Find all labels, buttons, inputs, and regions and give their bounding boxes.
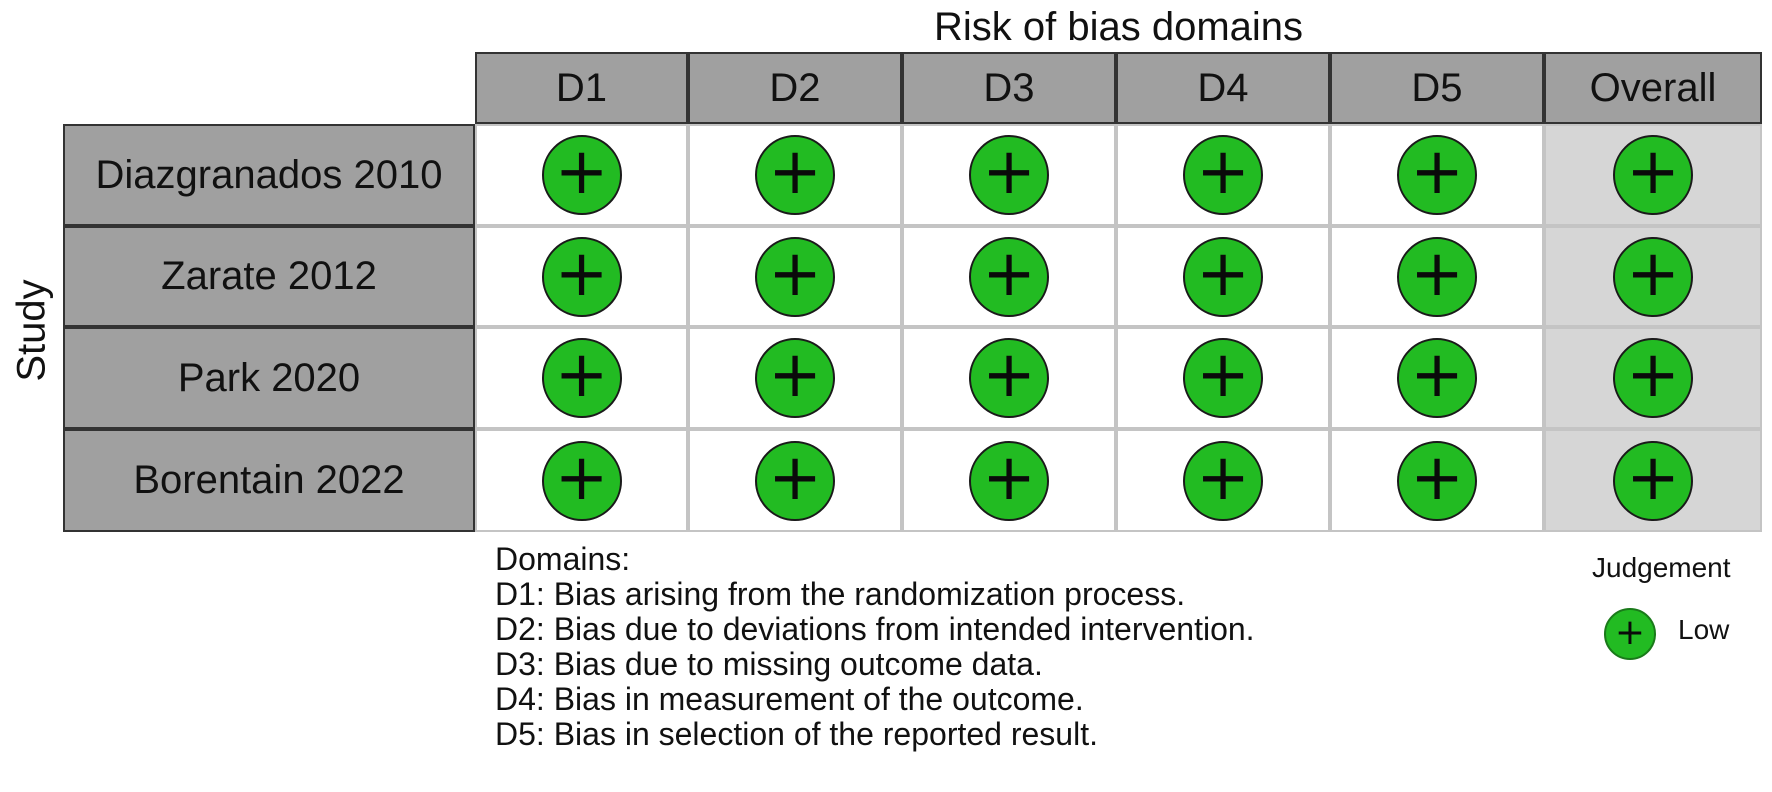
low-risk-symbol: + xyxy=(1196,440,1250,515)
judgement-cell: + xyxy=(1116,226,1330,327)
low-risk-symbol: + xyxy=(1196,236,1250,311)
domain-legend-d5: D5: Bias in selection of the reported re… xyxy=(495,716,1098,752)
judgement-cell: + xyxy=(1330,327,1544,429)
low-risk-icon: + xyxy=(1613,236,1693,317)
study-label: Park 2020 xyxy=(63,327,475,429)
judgement-cell: + xyxy=(475,124,688,226)
domains-legend-title: Domains: xyxy=(495,541,631,577)
judgement-legend-title: Judgement xyxy=(1592,552,1731,583)
column-header-overall: Overall xyxy=(1544,52,1762,124)
low-risk-icon: + xyxy=(1183,135,1263,215)
low-risk-icon: + xyxy=(755,135,835,215)
low-risk-symbol: + xyxy=(554,236,609,311)
low-risk-symbol: + xyxy=(1626,135,1680,209)
low-risk-icon: + xyxy=(541,236,622,317)
low-risk-symbol: + xyxy=(982,338,1036,412)
low-risk-icon: + xyxy=(1183,236,1263,317)
low-risk-symbol: + xyxy=(1626,338,1680,412)
column-header-d1: D1 xyxy=(475,52,688,124)
judgement-cell: + xyxy=(902,124,1116,226)
low-risk-icon: + xyxy=(541,440,622,521)
low-risk-icon: + xyxy=(541,135,622,215)
low-risk-icon: + xyxy=(1397,338,1477,418)
low-risk-icon: + xyxy=(1613,338,1693,418)
low-risk-symbol: + xyxy=(1626,440,1680,515)
judgement-cell: + xyxy=(475,429,688,532)
domains-legend: Domains: D1: Bias arising from the rando… xyxy=(495,542,1255,752)
domain-legend-d4: D4: Bias in measurement of the outcome. xyxy=(495,681,1084,717)
low-risk-icon: + xyxy=(1397,440,1477,521)
low-risk-icon: + xyxy=(1183,440,1263,521)
judgement-cell: + xyxy=(1544,327,1762,429)
low-risk-icon: + xyxy=(1613,440,1693,521)
low-risk-icon: + xyxy=(1613,135,1693,215)
column-header-d3: D3 xyxy=(902,52,1116,124)
domain-legend-d3: D3: Bias due to missing outcome data. xyxy=(495,646,1043,682)
judgement-cell: + xyxy=(1330,124,1544,226)
judgement-cell: + xyxy=(1330,429,1544,532)
judgement-cell: + xyxy=(1544,226,1762,327)
low-risk-icon: + xyxy=(969,236,1049,317)
low-risk-icon: + xyxy=(755,440,835,521)
domain-legend-d2: D2: Bias due to deviations from intended… xyxy=(495,611,1255,647)
low-risk-icon: + xyxy=(541,338,622,418)
low-risk-symbol: + xyxy=(982,135,1036,209)
y-axis-label: Study xyxy=(0,270,64,390)
judgement-cell: + xyxy=(1544,124,1762,226)
judgement-cell: + xyxy=(1116,124,1330,226)
judgement-cell: + xyxy=(688,226,902,327)
low-risk-symbol: + xyxy=(1196,338,1250,412)
judgement-cell: + xyxy=(902,327,1116,429)
low-risk-symbol: + xyxy=(554,440,609,515)
study-label: Zarate 2012 xyxy=(63,226,475,327)
judgement-cell: + xyxy=(475,226,688,327)
judgement-cell: + xyxy=(688,429,902,532)
low-risk-symbol: + xyxy=(982,440,1036,515)
low-risk-symbol: + xyxy=(768,338,822,412)
low-risk-symbol: + xyxy=(1410,135,1464,209)
y-axis-label-text: Study xyxy=(9,278,54,382)
low-risk-icon: + xyxy=(969,135,1049,215)
column-header-d2: D2 xyxy=(688,52,902,124)
judgement-cell: + xyxy=(902,429,1116,532)
study-label: Diazgranados 2010 xyxy=(63,124,475,226)
judgement-cell: + xyxy=(475,327,688,429)
study-label: Borentain 2022 xyxy=(63,429,475,532)
low-risk-icon: + xyxy=(755,236,835,317)
low-risk-icon: + xyxy=(1183,338,1263,418)
low-risk-symbol: + xyxy=(1410,440,1464,515)
domain-legend-d1: D1: Bias arising from the randomization … xyxy=(495,576,1186,612)
low-risk-symbol: + xyxy=(554,135,609,209)
judgement-low-icon: + xyxy=(1604,608,1656,660)
judgement-cell: + xyxy=(688,124,902,226)
low-risk-symbol: + xyxy=(1410,236,1464,311)
judgement-cell: + xyxy=(1116,429,1330,532)
low-risk-symbol: + xyxy=(1410,338,1464,412)
judgement-low-symbol: + xyxy=(1614,611,1646,653)
low-risk-symbol: + xyxy=(768,440,822,515)
judgement-cell: + xyxy=(1544,429,1762,532)
low-risk-icon: + xyxy=(969,440,1049,521)
low-risk-icon: + xyxy=(969,338,1049,418)
judgement-cell: + xyxy=(1116,327,1330,429)
column-header-d4: D4 xyxy=(1116,52,1330,124)
low-risk-symbol: + xyxy=(554,338,609,412)
low-risk-symbol: + xyxy=(982,236,1036,311)
low-risk-symbol: + xyxy=(1626,236,1680,311)
low-risk-symbol: + xyxy=(768,236,822,311)
judgement-cell: + xyxy=(688,327,902,429)
low-risk-icon: + xyxy=(1397,135,1477,215)
low-risk-icon: + xyxy=(755,338,835,418)
judgement-cell: + xyxy=(902,226,1116,327)
low-risk-icon: + xyxy=(1397,236,1477,317)
judgement-cell: + xyxy=(1330,226,1544,327)
judgement-low-label: Low xyxy=(1678,614,1730,645)
low-risk-symbol: + xyxy=(768,135,822,209)
low-risk-symbol: + xyxy=(1196,135,1250,209)
chart-title: Risk of bias domains xyxy=(933,5,1304,49)
column-header-d5: D5 xyxy=(1330,52,1544,124)
